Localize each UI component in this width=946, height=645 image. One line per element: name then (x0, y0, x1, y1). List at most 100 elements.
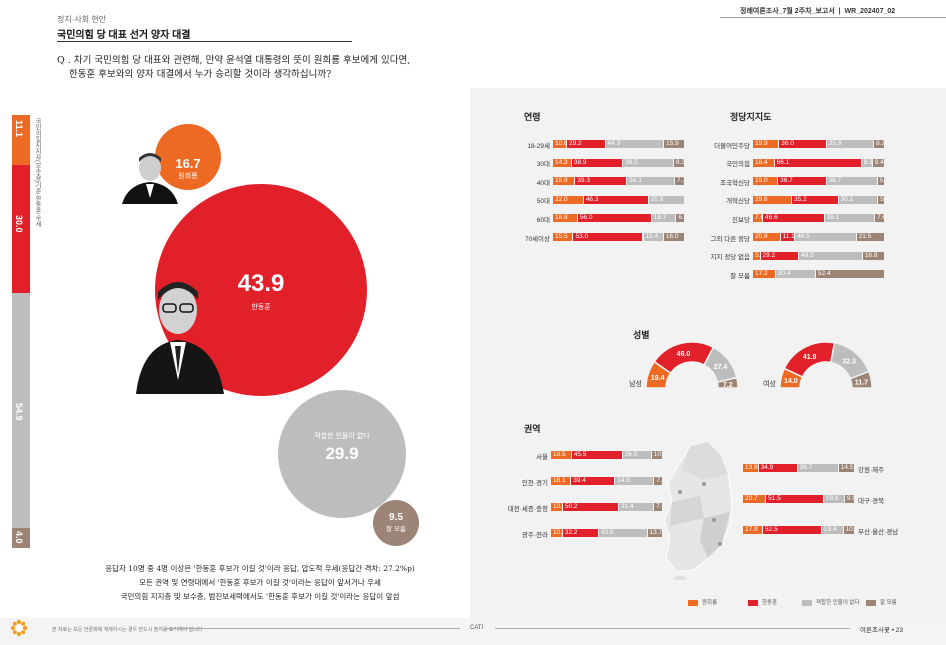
gender-donut-charts: 19.4 46.0 27.4 7.2 남성 14.0 41.9 32.3 11.7 여성 (629, 341, 873, 389)
legend-swatch-none (802, 599, 812, 606)
bar-segment: 16.0 (663, 233, 684, 241)
bar-segment: 18.8 (553, 214, 577, 223)
bar-segment: 15.9 (664, 140, 684, 148)
row-label: 강원·제주 (858, 466, 885, 474)
bar-segment: 10.5 (551, 529, 562, 537)
bar-segment: 19.4 (821, 526, 843, 534)
donut-gender-label: 남성 (629, 379, 642, 388)
bar-segment: 20.7 (743, 495, 766, 503)
row-label: 개혁신당 (726, 198, 750, 206)
bar-segment: 36.1 (627, 177, 674, 186)
bar-segment: 52.4 (815, 270, 884, 279)
bar-segment: 21.5 (856, 233, 884, 241)
bar-segment: 10.2 (843, 526, 854, 534)
bar-segment: 16.4 (753, 158, 774, 167)
left-bar-none: 54.9 (12, 293, 30, 528)
bar-segment: 9.4 (872, 158, 884, 167)
bar-segment: 15.5 (553, 233, 573, 241)
category-label: 정치·사회 현안 (57, 15, 107, 24)
bar-segment: 5.6 (877, 177, 884, 186)
bar-segment: 7.6 (753, 214, 763, 223)
bar-segment: 46.6 (763, 214, 824, 223)
donut-value-label: 46.0 (677, 351, 691, 358)
left-bar-dk: 4.0 (12, 528, 30, 548)
legend-dk: 잘 모름 (866, 598, 897, 606)
bar-segment: 16.9 (553, 177, 575, 186)
legend-swatch-won (688, 599, 698, 606)
bubble-won: 16.7 원희룡 (155, 124, 221, 190)
donut-slice (716, 376, 739, 389)
bar-segment: 8.3 (674, 158, 684, 167)
bar-segment: 5.7 (753, 251, 760, 260)
bar-segment: 46.3 (583, 195, 648, 204)
donut-value-label: 32.3 (842, 358, 856, 365)
bar-segment: 17.2 (753, 270, 775, 279)
donut-value-label: 11.7 (855, 379, 868, 386)
bar-segment: 46.5 (795, 233, 856, 241)
bar-segment: 7.7 (654, 477, 662, 485)
portrait-won (122, 153, 178, 204)
row-label: 부산·울산·경남 (858, 528, 899, 536)
survey-question: Q . 차기 국민의힘 당 대표와 관련해, 만약 윤석열 대통령의 뜻이 원희… (57, 54, 410, 82)
bar-segment: 7.6 (874, 214, 884, 223)
bar-segment: 43.6 (598, 529, 647, 537)
bar-segment: 10.6 (551, 503, 562, 511)
header-rule (720, 17, 946, 18)
row-label: 30대 (536, 161, 550, 169)
bar-segment: 36.7 (778, 177, 826, 186)
footer-page: 여론조사꽃 • 23 (860, 627, 904, 634)
bar-segment: 8.3 (861, 158, 872, 167)
bar-segment: 29.6 (753, 195, 792, 204)
bar-segment: 13.9 (743, 464, 758, 472)
donut-value-label: 19.4 (651, 375, 665, 382)
bar-segment: 20.9 (753, 233, 780, 241)
bar-segment: 15.4 (643, 233, 663, 241)
bar-segment: 39.3 (575, 177, 627, 186)
row-label: 지지 정당 없음 (710, 254, 751, 262)
donut-value-label: 41.9 (803, 354, 817, 361)
page-title: 국민의힘 당 대표 선거 양자 대결 (57, 30, 191, 41)
left-bar-won: 11.1 (12, 115, 30, 165)
bar-segment: 25.9 (648, 195, 684, 204)
bar-segment: 36.7 (797, 464, 838, 472)
bar-segment: 26.0 (622, 451, 651, 459)
bar-segment: 9.0 (844, 495, 854, 503)
row-label: 50대 (536, 198, 550, 206)
bar-segment: 30.1 (838, 195, 878, 204)
bar-segment: 36.0 (779, 140, 826, 148)
bar-segment: 17.9 (743, 526, 763, 534)
bar-segment: 38.1 (824, 214, 874, 223)
bar-segment: 35.9 (826, 140, 874, 148)
section-gender: 성별 (633, 330, 650, 340)
row-label: 조국혁신당 (720, 179, 750, 187)
section-region: 권역 (524, 424, 541, 434)
korea-map-icon (663, 441, 733, 580)
bar-segment: 34.9 (758, 464, 797, 472)
legend-swatch-dk (866, 599, 876, 606)
footer-rule-left (165, 628, 460, 629)
donut-slice (849, 370, 873, 389)
bar-segment: 19.0 (753, 177, 778, 186)
legend-swatch-han (748, 599, 758, 606)
bar-segment: 18.7 (651, 214, 676, 223)
bar-segment: 45.5 (571, 451, 622, 459)
summary-line-3: 국민의힘 지지층 및 보수층, 범진보세력에서도 '한동훈 후보가 이길 것'이… (120, 592, 400, 601)
row-label: 광주·전라 (521, 531, 548, 539)
report-name: 정례여론조사_7월 2주차_보고서 (740, 8, 835, 15)
bar-segment: 19.9 (753, 140, 779, 148)
legend-han: 한동훈 (748, 598, 777, 606)
bar-segment: 35.2 (792, 195, 838, 204)
bar-segment: 18.5 (551, 451, 571, 459)
row-label: 그외 다른 정당 (710, 235, 751, 243)
footer-bar (0, 618, 946, 645)
portrait-han (136, 282, 224, 394)
bar-segment: 11.1 (780, 233, 795, 241)
bar-segment: 51.5 (766, 495, 823, 503)
bar-segment: 6.5 (676, 214, 684, 223)
bar-segment: 22.0 (553, 195, 583, 204)
section-age: 연령 (524, 112, 541, 122)
bar-segment: 34.8 (615, 477, 654, 485)
bar-segment: 56.0 (577, 214, 651, 223)
bar-segment: 44.3 (605, 140, 663, 148)
left-bar-note: 국민의힘지지자(보수층)기준 한동훈 우세 (34, 118, 40, 228)
